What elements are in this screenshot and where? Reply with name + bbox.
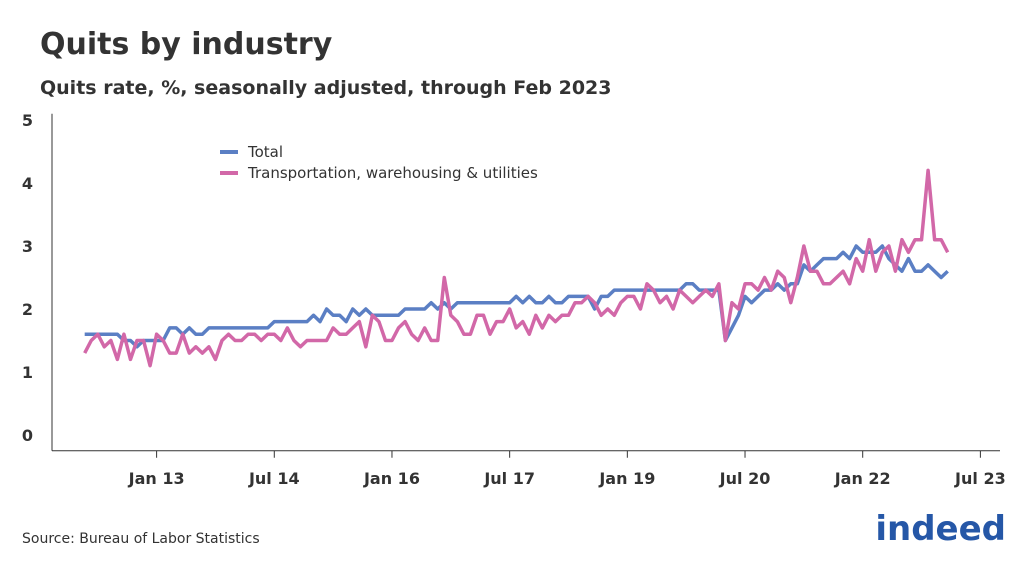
y-tick-label: 0 <box>22 426 33 445</box>
source: Source: Bureau of Labor Statistics <box>22 531 260 547</box>
y-tick-label: 4 <box>22 174 33 193</box>
y-tick-label: 1 <box>22 363 33 382</box>
chart-subtitle: Quits rate, %, seasonally adjusted, thro… <box>40 77 611 99</box>
chart-title: Quits by industry <box>40 27 333 62</box>
legend-label: Transportation, warehousing & utilities <box>247 164 538 182</box>
y-tick-label: 3 <box>22 237 33 256</box>
x-tick-label: Jul 20 <box>719 469 771 488</box>
x-tick-label: Jan 19 <box>598 469 655 488</box>
y-tick-label: 2 <box>22 300 33 319</box>
x-tick-label: Jan 13 <box>128 469 185 488</box>
y-tick-label: 5 <box>22 111 33 130</box>
x-tick-label: Jan 16 <box>363 469 420 488</box>
x-tick-label: Jan 22 <box>834 469 891 488</box>
series-line <box>83 168 950 368</box>
x-tick-label: Jul 14 <box>248 469 300 488</box>
series-line <box>84 244 949 349</box>
legend-label: Total <box>247 143 283 161</box>
x-tick-label: Jul 17 <box>483 469 535 488</box>
logo: indeed <box>875 509 1006 549</box>
x-tick-label: Jul 23 <box>954 469 1006 488</box>
